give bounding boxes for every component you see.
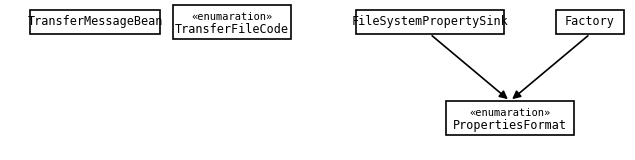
Text: PropertiesFormat: PropertiesFormat (453, 119, 567, 132)
Text: TransferMessageBean: TransferMessageBean (27, 16, 163, 28)
Text: «enumaration»: «enumaration» (191, 12, 272, 22)
Bar (446, 101, 574, 135)
Text: «enumaration»: «enumaration» (469, 108, 551, 118)
Text: Factory: Factory (565, 16, 615, 28)
Bar (556, 10, 624, 34)
Text: TransferFileCode: TransferFileCode (175, 23, 289, 36)
Text: FileSystemPropertySink: FileSystemPropertySink (352, 16, 509, 28)
Bar (30, 10, 160, 34)
Bar (356, 10, 504, 34)
Bar (173, 5, 291, 39)
